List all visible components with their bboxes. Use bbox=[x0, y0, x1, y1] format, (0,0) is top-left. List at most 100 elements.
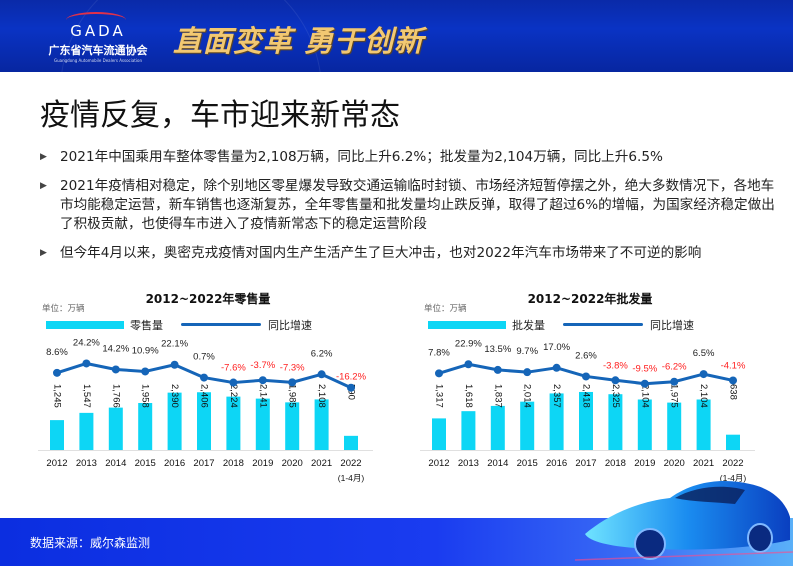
growth-value-label: -9.5% bbox=[632, 364, 657, 375]
bar bbox=[50, 420, 64, 450]
bullet-text: 2021年疫情相对稳定，除个别地区零星爆发导致交通运输临时封锁、市场经济短暂停摆… bbox=[60, 178, 775, 232]
growth-value-label: -16.2% bbox=[336, 372, 367, 383]
x-tick-label: 2020 bbox=[664, 458, 685, 469]
bar-value-label: 1,837 bbox=[492, 384, 503, 408]
growth-value-label: 7.8% bbox=[428, 347, 450, 358]
line-point bbox=[170, 360, 179, 369]
line-point bbox=[317, 370, 326, 379]
bar bbox=[461, 411, 476, 450]
bar-value-label: 2,224 bbox=[228, 384, 239, 408]
legend-bar-swatch bbox=[46, 321, 124, 329]
bar bbox=[637, 399, 652, 450]
legend-bar-swatch bbox=[428, 321, 506, 329]
bar bbox=[344, 435, 358, 450]
line-point bbox=[288, 378, 297, 387]
bar bbox=[520, 401, 535, 450]
triangle-right-icon: ▶ bbox=[40, 248, 47, 258]
x-tick-label: 2018 bbox=[223, 458, 244, 469]
x-tick-label: 2013 bbox=[76, 458, 97, 469]
line-point bbox=[611, 376, 620, 385]
growth-value-label: 13.5% bbox=[484, 344, 511, 355]
bullet-item: ▶ 但今年4月以来，奥密克戎疫情对国内生产生活产生了巨大冲击，也对2022年汽车… bbox=[40, 244, 780, 263]
growth-value-label: -7.6% bbox=[221, 363, 246, 374]
chart-title: 2012~2022年零售量 bbox=[145, 292, 271, 306]
legend-bar-label: 零售量 bbox=[130, 319, 163, 332]
bar bbox=[490, 405, 505, 450]
unit-label: 单位：万辆 bbox=[42, 304, 85, 314]
triangle-right-icon: ▶ bbox=[40, 181, 47, 191]
org-name: 广东省汽车流通协会 bbox=[48, 44, 148, 57]
x-tick-label: 2020 bbox=[282, 458, 303, 469]
x-tick-label: 2012 bbox=[428, 458, 449, 469]
x-tick-label: 2019 bbox=[252, 458, 273, 469]
bar-value-label: 1,766 bbox=[110, 384, 121, 408]
growth-value-label: -3.7% bbox=[250, 360, 275, 371]
bar-value-label: 1,975 bbox=[669, 384, 680, 408]
bar-value-label: 1,245 bbox=[51, 384, 62, 408]
bar bbox=[667, 402, 682, 450]
bar-value-label: 638 bbox=[727, 384, 738, 400]
bar bbox=[726, 434, 740, 450]
bar bbox=[579, 391, 593, 450]
bar-value-label: 1,317 bbox=[433, 384, 444, 408]
sports-car-image bbox=[575, 480, 793, 561]
growth-value-label: 24.2% bbox=[73, 337, 100, 348]
x-tick-label: 2016 bbox=[546, 458, 567, 469]
wholesale-chart: 2012~2022年批发量 单位：万辆 批发量 同比增速 1,317 2012 1,… bbox=[410, 288, 770, 488]
growth-value-label: 6.5% bbox=[693, 348, 715, 359]
legend-line-swatch bbox=[181, 323, 261, 326]
bar-value-label: 2,390 bbox=[169, 384, 180, 408]
x-tick-label: 2014 bbox=[487, 458, 508, 469]
line-point bbox=[347, 383, 355, 392]
gada-logo: GADA 广东省汽车流通协会 Guangdong Automobile Deal… bbox=[38, 8, 158, 64]
line-point bbox=[200, 373, 208, 382]
growth-value-label: 0.7% bbox=[193, 352, 215, 363]
bar bbox=[167, 392, 182, 450]
line-point bbox=[552, 363, 561, 372]
bullet-item: ▶ 2021年中国乘用车整体零售量为2,108万辆，同比上升6.2%；批发量为2… bbox=[40, 148, 780, 167]
x-tick-label: 2019 bbox=[634, 458, 655, 469]
bullet-text: 但今年4月以来，奥密克戎疫情对国内生产生活产生了巨大冲击，也对2022年汽车市场… bbox=[60, 245, 702, 261]
line-point bbox=[699, 370, 708, 379]
x-tick-note: (1-4月) bbox=[338, 473, 365, 483]
car-roof-icon bbox=[66, 12, 126, 28]
x-tick-label: 2016 bbox=[164, 458, 185, 469]
bullet-list: ▶ 2021年中国乘用车整体零售量为2,108万辆，同比上升6.2%；批发量为2… bbox=[40, 148, 780, 273]
bar-value-label: 2,104 bbox=[639, 384, 650, 408]
slogan: 直面变革 勇于创新 bbox=[173, 24, 425, 58]
x-tick-label: 2015 bbox=[517, 458, 538, 469]
growth-value-label: 14.2% bbox=[102, 343, 129, 354]
growth-value-label: 22.9% bbox=[455, 338, 482, 349]
retail-sales-chart: 2012~2022年零售量 单位：万辆 零售量 同比增速 1,245 2012 1,… bbox=[28, 288, 388, 488]
line-point bbox=[229, 378, 238, 387]
bar-value-label: 2,104 bbox=[698, 384, 709, 408]
chart-plot: 1,317 2012 1,618 2013 1,837 2014 2,014 2015 2,35… bbox=[420, 338, 755, 483]
x-tick-label: 2015 bbox=[135, 458, 156, 469]
bar-value-label: 2,406 bbox=[198, 384, 209, 408]
line-point bbox=[670, 377, 679, 386]
triangle-right-icon: ▶ bbox=[40, 152, 47, 162]
line-point bbox=[111, 365, 120, 374]
x-tick-label: 2012 bbox=[46, 458, 67, 469]
bar-value-label: 2,357 bbox=[551, 384, 562, 408]
page-title: 疫情反复，车市迎来新常态 bbox=[40, 98, 400, 133]
x-tick-label: 2018 bbox=[605, 458, 626, 469]
bar-value-label: 2,141 bbox=[257, 384, 268, 408]
bar-value-label: 2,108 bbox=[316, 384, 327, 408]
bar bbox=[285, 402, 300, 450]
bar bbox=[432, 418, 446, 450]
growth-value-label: -3.8% bbox=[603, 360, 628, 371]
growth-value-label: -4.1% bbox=[721, 360, 746, 371]
data-source: 数据来源：威尔森监测 bbox=[30, 536, 151, 550]
legend-line-swatch bbox=[563, 323, 643, 326]
bar-value-label: 1,985 bbox=[287, 384, 298, 408]
bar-value-label: 1,958 bbox=[140, 384, 151, 408]
bar bbox=[549, 393, 564, 450]
x-tick-label: 2013 bbox=[458, 458, 479, 469]
x-tick-label: 2017 bbox=[193, 458, 214, 469]
x-tick-note: (1-4月) bbox=[720, 473, 747, 483]
line-point bbox=[729, 376, 737, 385]
chart-title: 2012~2022年批发量 bbox=[527, 292, 653, 306]
bar-value-label: 1,618 bbox=[463, 384, 474, 408]
growth-value-label: 10.9% bbox=[132, 345, 159, 356]
